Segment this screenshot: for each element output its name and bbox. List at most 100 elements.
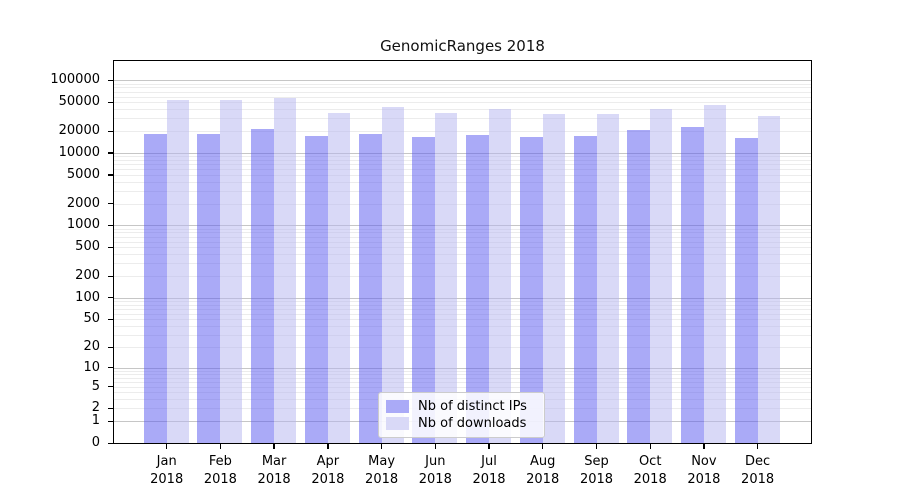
x-tick-label: Feb 2018 (203, 454, 237, 487)
bar-downloads (596, 114, 619, 443)
y-tick-mark (108, 224, 114, 227)
gridline-major (114, 297, 811, 299)
y-tick-label: 1 (91, 413, 100, 429)
gridline-minor (114, 241, 811, 243)
x-tick-mark (542, 444, 544, 449)
y-tick-mark (108, 79, 114, 82)
y-tick-mark (108, 275, 114, 277)
y-tick-label: 20 (83, 339, 100, 355)
y-tick-label: 20000 (58, 123, 100, 139)
y-tick-mark (108, 101, 114, 104)
gridline-minor (114, 319, 811, 321)
y-tick-mark (108, 174, 114, 176)
y-tick-mark (108, 318, 114, 321)
x-tick-mark (488, 444, 490, 449)
y-tick-label: 1000 (66, 217, 100, 233)
gridline-minor (114, 164, 811, 166)
gridline-minor (114, 370, 811, 372)
bar-distinct-ips (143, 134, 167, 443)
gridline-minor (114, 247, 811, 249)
legend-label-downloads: Nb of downloads (418, 416, 527, 431)
gridline-minor (114, 304, 811, 306)
x-tick-mark (166, 444, 168, 449)
gridline-minor (114, 232, 811, 234)
y-tick-mark (108, 420, 114, 423)
gridline-minor (114, 159, 811, 161)
x-tick-mark (595, 444, 598, 449)
y-tick-label: 10000 (58, 144, 100, 160)
gridline-minor (114, 386, 811, 388)
gridline-minor (114, 181, 811, 183)
y-tick-mark (108, 367, 114, 369)
gridline-major (114, 367, 811, 369)
legend-label-distinct-ips: Nb of distinct IPs (418, 399, 527, 414)
bar-distinct-ips (304, 136, 328, 443)
bar-downloads (220, 99, 243, 443)
legend: Nb of distinct IPs Nb of downloads (378, 392, 545, 438)
gridline-minor (114, 174, 811, 176)
y-tick-mark (108, 246, 114, 249)
gridline-minor (114, 87, 811, 89)
x-tick-mark (703, 444, 705, 449)
gridline-minor (114, 236, 811, 238)
legend-item-downloads: Nb of downloads (386, 416, 535, 431)
gridline-minor (114, 203, 811, 205)
y-tick-mark (108, 130, 114, 132)
y-tick-mark (108, 203, 114, 205)
bar-downloads (489, 109, 511, 443)
x-tick-label: May 2018 (365, 454, 399, 487)
y-tick-label: 50 (83, 311, 100, 327)
gridline-minor (114, 300, 811, 302)
y-tick-mark (108, 386, 114, 388)
gridline-minor (114, 276, 811, 277)
gridline-minor (114, 334, 811, 336)
bar-distinct-ips (466, 134, 489, 443)
bar-downloads (327, 112, 350, 443)
x-tick-mark (649, 444, 651, 449)
gridline-major (114, 80, 811, 82)
x-tick-label: Mar 2018 (257, 454, 291, 487)
x-tick-label: Nov 2018 (687, 454, 721, 487)
gridline-minor (114, 91, 811, 93)
bar-downloads (542, 114, 565, 443)
y-tick-label: 0 (91, 435, 100, 450)
bar-distinct-ips (519, 136, 543, 443)
gridline-minor (114, 102, 811, 104)
bar-downloads (703, 104, 726, 443)
x-tick-label: Jul 2018 (472, 454, 506, 487)
bar-distinct-ips (734, 137, 758, 443)
x-tick-mark (434, 444, 436, 449)
gridline-minor (114, 109, 811, 111)
gridline-minor (114, 169, 811, 170)
plot-area (108, 60, 812, 444)
y-tick-mark (108, 346, 114, 348)
bar-downloads (381, 107, 404, 443)
x-tick-label: Apr 2018 (311, 454, 345, 487)
y-tick-mark (108, 152, 114, 154)
y-tick-label: 5000 (66, 166, 100, 182)
bar-downloads (166, 100, 189, 443)
x-tick-label: Aug 2018 (526, 454, 560, 487)
y-tick-label: 5 (91, 378, 100, 394)
legend-swatch-downloads (386, 417, 409, 430)
x-tick-label: Sep 2018 (579, 454, 614, 487)
y-tick-label: 100 (75, 289, 100, 305)
y-tick-label: 500 (75, 239, 100, 255)
bar-distinct-ips (197, 133, 221, 443)
y-tick-label: 50000 (58, 94, 100, 110)
legend-swatch-distinct-ips (386, 400, 409, 413)
x-tick-mark (219, 444, 222, 449)
bar-distinct-ips (251, 128, 275, 443)
x-axis: Jan 2018 Feb 2018 Mar 2018 Apr 2018 May 2018… (114, 443, 811, 498)
gridline-minor (114, 313, 811, 315)
gridline-minor (114, 190, 811, 192)
x-tick-label: Jan 2018 (150, 454, 184, 487)
legend-item-distinct-ips: Nb of distinct IPs (386, 399, 535, 414)
bar-downloads (650, 108, 673, 443)
bar-distinct-ips (358, 133, 382, 443)
gridline-minor (114, 228, 811, 230)
gridline-minor (114, 381, 811, 383)
chart-title: GenomicRanges 2018 (380, 37, 545, 55)
x-tick-label: Dec 2018 (741, 454, 775, 487)
